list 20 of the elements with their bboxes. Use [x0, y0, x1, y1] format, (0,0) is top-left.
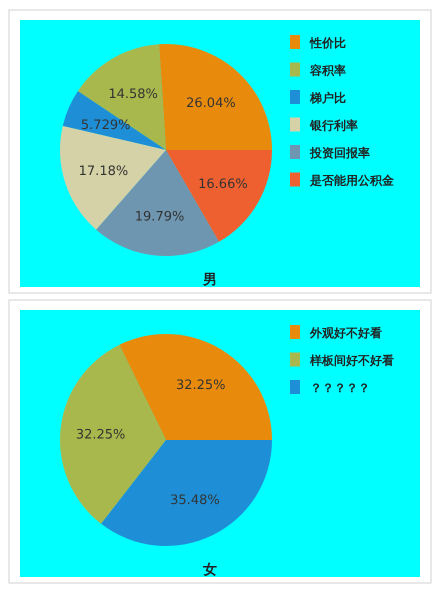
text: 男: [202, 272, 217, 288]
data-label: 35.48%: [170, 493, 220, 508]
data-label: 16.66%: [198, 176, 248, 192]
data-label: 17.18%: [78, 164, 128, 180]
legend-label: 银行利率: [309, 118, 358, 132]
data-label: 14.58%: [108, 87, 158, 102]
legend-label: 是否能用公积金: [309, 174, 395, 188]
data-label: 32.25%: [76, 427, 126, 442]
legend-label: 投资回报率: [309, 146, 370, 160]
legend-label: 样板间好不好看: [309, 354, 394, 368]
data-label: 32.25%: [176, 378, 226, 394]
legend-label: ？？？？？: [310, 381, 370, 395]
data-label: 26.04%: [186, 96, 236, 112]
data-label: 19.79%: [134, 209, 184, 224]
data-label: 5.729%: [80, 118, 130, 133]
legend-label: 梯户比: [309, 91, 346, 105]
text: 女: [202, 562, 217, 578]
legend-label: 容积率: [309, 64, 346, 78]
legend-label: 外观好不好看: [309, 326, 382, 340]
legend-label: 性价比: [309, 36, 346, 50]
